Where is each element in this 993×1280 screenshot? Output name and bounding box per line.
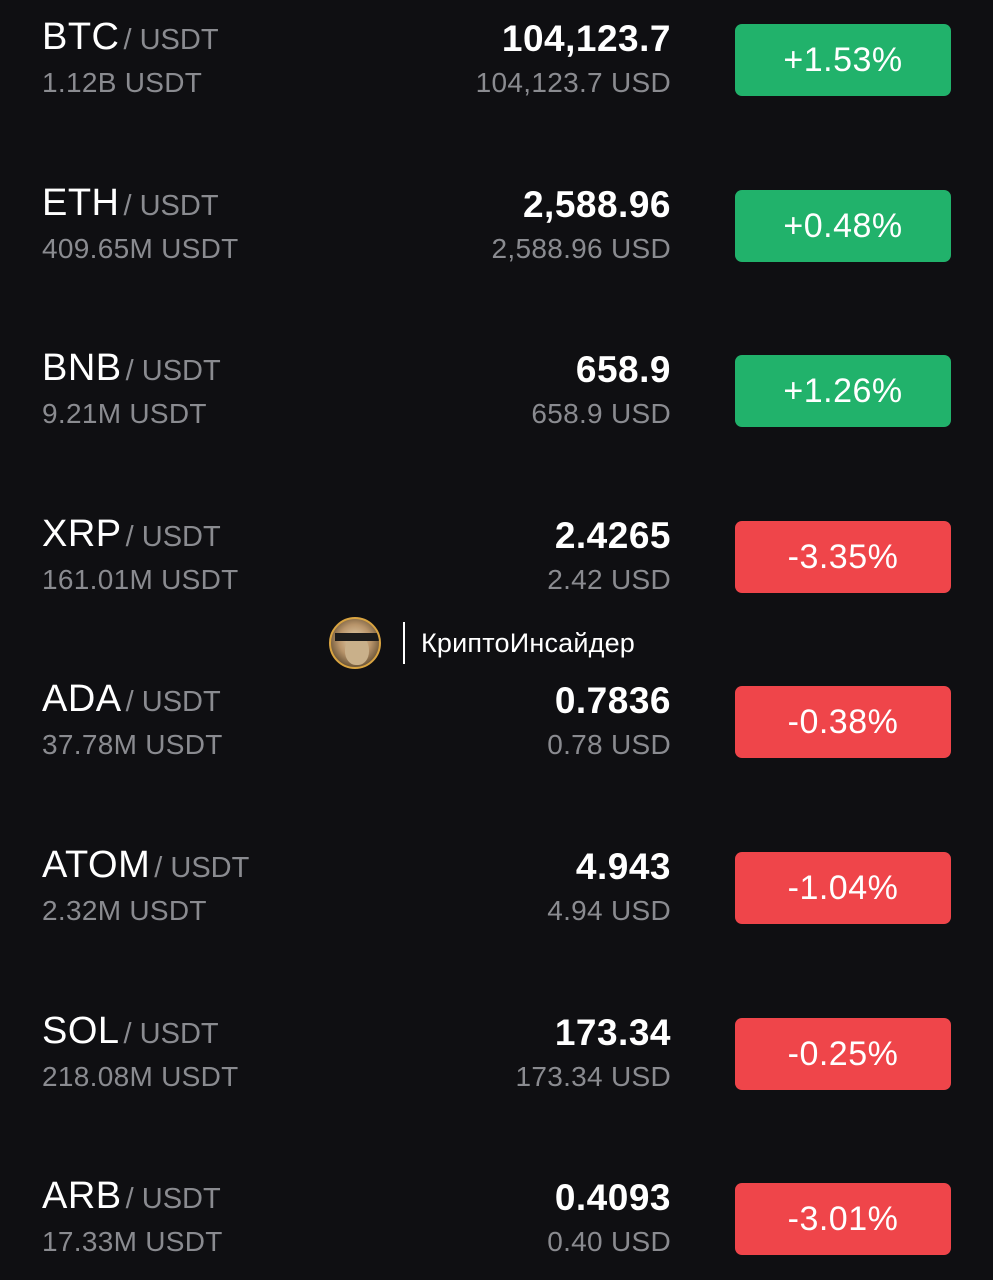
volume-24h: 1.12B USDT	[42, 67, 203, 98]
last-price: 0.4093	[554, 1177, 671, 1218]
base-symbol: ETH	[42, 182, 120, 224]
volume-24h: 17.33M USDT	[42, 1226, 223, 1257]
market-row-arb[interactable]: ARB / USDT 17.33M USDT 0.4093 0.40 USD -3…	[0, 1159, 993, 1279]
pair-label: ATOM / USDT	[42, 846, 249, 884]
watermark-divider	[403, 622, 405, 664]
base-symbol: ARB	[42, 1175, 122, 1217]
fiat-price: 658.9 USD	[531, 398, 671, 429]
quote-symbol: / USDT	[125, 355, 221, 387]
market-row-atom[interactable]: ATOM / USDT 2.32M USDT 4.943 4.94 USD -1.…	[0, 828, 993, 948]
last-price: 104,123.7	[501, 18, 671, 59]
quote-symbol: / USDT	[123, 1018, 219, 1050]
fiat-price: 0.78 USD	[547, 729, 671, 760]
base-symbol: XRP	[42, 513, 122, 555]
volume-24h: 218.08M USDT	[42, 1061, 239, 1092]
last-price: 658.9	[575, 349, 671, 390]
portrait-logo-icon	[329, 617, 381, 669]
pair-label: BNB / USDT	[42, 349, 221, 387]
base-symbol: BTC	[42, 16, 120, 58]
volume-24h: 2.32M USDT	[42, 895, 207, 926]
last-price: 2,588.96	[522, 184, 671, 225]
change-badge[interactable]: -1.04%	[735, 852, 951, 924]
base-symbol: SOL	[42, 1010, 120, 1052]
pair-label: SOL / USDT	[42, 1012, 219, 1050]
market-row-eth[interactable]: ETH / USDT 409.65M USDT 2,588.96 2,588.96…	[0, 166, 993, 286]
market-row-sol[interactable]: SOL / USDT 218.08M USDT 173.34 173.34 USD…	[0, 994, 993, 1114]
market-row-xrp[interactable]: XRP / USDT 161.01M USDT 2.4265 2.42 USD -…	[0, 497, 993, 617]
fiat-price: 2,588.96 USD	[491, 233, 671, 264]
quote-symbol: / USDT	[123, 190, 219, 222]
last-price: 0.7836	[554, 680, 671, 721]
base-symbol: BNB	[42, 347, 122, 389]
quote-symbol: / USDT	[125, 1183, 221, 1215]
volume-24h: 161.01M USDT	[42, 564, 239, 595]
change-badge[interactable]: +0.48%	[735, 190, 951, 262]
fiat-price: 4.94 USD	[547, 895, 671, 926]
quote-symbol: / USDT	[123, 24, 219, 56]
change-badge[interactable]: +1.26%	[735, 355, 951, 427]
pair-label: BTC / USDT	[42, 18, 219, 56]
pair-label: ETH / USDT	[42, 184, 219, 222]
base-symbol: ATOM	[42, 844, 151, 886]
last-price: 173.34	[554, 1012, 671, 1053]
pair-label: ARB / USDT	[42, 1177, 221, 1215]
watermark: КриптоИнсайдер	[329, 617, 636, 669]
fiat-price: 2.42 USD	[547, 564, 671, 595]
market-row-btc[interactable]: BTC / USDT 1.12B USDT 104,123.7 104,123.7…	[0, 0, 993, 120]
change-badge[interactable]: -0.25%	[735, 1018, 951, 1090]
last-price: 2.4265	[554, 515, 671, 556]
change-badge[interactable]: -3.35%	[735, 521, 951, 593]
quote-symbol: / USDT	[154, 852, 250, 884]
change-badge[interactable]: -3.01%	[735, 1183, 951, 1255]
last-price: 4.943	[575, 846, 671, 887]
change-badge[interactable]: +1.53%	[735, 24, 951, 96]
watermark-text: КриптоИнсайдер	[421, 627, 636, 658]
volume-24h: 37.78M USDT	[42, 729, 223, 760]
quote-symbol: / USDT	[125, 686, 221, 718]
quote-symbol: / USDT	[125, 521, 221, 553]
volume-24h: 9.21M USDT	[42, 398, 207, 429]
pair-label: XRP / USDT	[42, 515, 221, 553]
change-badge[interactable]: -0.38%	[735, 686, 951, 758]
fiat-price: 0.40 USD	[547, 1226, 671, 1257]
market-row-bnb[interactable]: BNB / USDT 9.21M USDT 658.9 658.9 USD +1.…	[0, 331, 993, 451]
market-row-ada[interactable]: ADA / USDT 37.78M USDT 0.7836 0.78 USD -0…	[0, 662, 993, 782]
volume-24h: 409.65M USDT	[42, 233, 239, 264]
fiat-price: 173.34 USD	[515, 1061, 671, 1092]
pair-label: ADA / USDT	[42, 680, 221, 718]
base-symbol: ADA	[42, 678, 122, 720]
fiat-price: 104,123.7 USD	[475, 67, 671, 98]
